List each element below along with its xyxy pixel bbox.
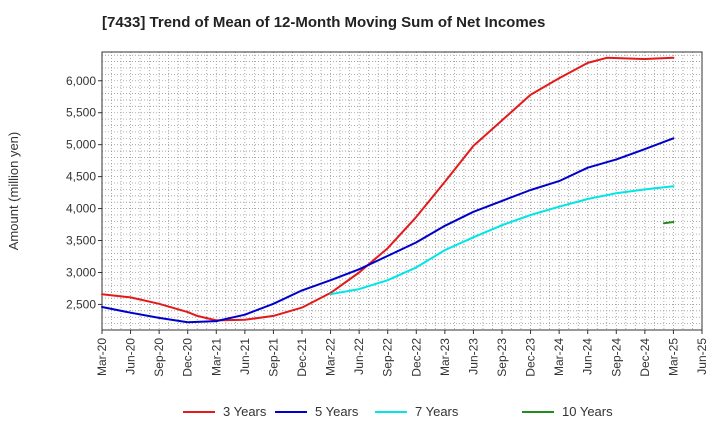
x-tick-label: Sep-23 <box>495 338 509 377</box>
x-tick-label: Mar-25 <box>666 338 680 376</box>
x-tick-label: Jun-20 <box>124 338 138 375</box>
x-tick-label: Sep-20 <box>152 338 166 377</box>
x-tick-label: Sep-21 <box>266 338 280 377</box>
series-line <box>101 56 675 322</box>
x-tick-label: Mar-21 <box>209 338 223 376</box>
legend-label: 7 Years <box>415 404 459 419</box>
y-axis-title: Amount (million yen) <box>6 132 21 251</box>
y-tick-label: 3,000 <box>66 265 96 279</box>
series-line <box>101 137 675 324</box>
x-tick-label: Dec-23 <box>524 338 538 377</box>
y-tick-label: 6,000 <box>66 74 96 88</box>
x-tick-label: Mar-23 <box>438 338 452 376</box>
x-tick-label: Dec-24 <box>638 338 652 377</box>
x-tick-label: Jun-24 <box>581 338 595 375</box>
x-tick-label: Jun-25 <box>695 338 709 375</box>
x-tick-label: Dec-21 <box>295 338 309 377</box>
legend-label: 10 Years <box>562 404 613 419</box>
y-tick-label: 4,500 <box>66 170 96 184</box>
plot-border <box>101 51 703 331</box>
x-tick-label: Sep-22 <box>381 338 395 377</box>
y-tick-label: 5,000 <box>66 138 96 152</box>
series-line <box>329 185 675 296</box>
x-tick-label: Mar-22 <box>324 338 338 376</box>
chart-title: [7433] Trend of Mean of 12-Month Moving … <box>102 14 546 31</box>
y-tick-label: 3,500 <box>66 234 96 248</box>
legend-label: 3 Years <box>223 404 267 419</box>
x-tick-label: Jun-23 <box>466 338 480 375</box>
x-tick-label: Mar-24 <box>552 338 566 376</box>
x-tick-label: Mar-20 <box>95 338 109 376</box>
x-tick-label: Jun-21 <box>238 338 252 375</box>
x-tick-label: Dec-20 <box>181 338 195 377</box>
y-tick-label: 5,500 <box>66 106 96 120</box>
y-tick-label: 2,500 <box>66 297 96 311</box>
plot-area <box>102 52 702 330</box>
legend-label: 5 Years <box>315 404 359 419</box>
x-tick-label: Sep-24 <box>609 338 623 377</box>
y-tick-label: 4,000 <box>66 202 96 216</box>
x-tick-label: Jun-22 <box>352 338 366 375</box>
x-tick-label: Dec-22 <box>409 338 423 377</box>
series-line <box>662 221 675 225</box>
